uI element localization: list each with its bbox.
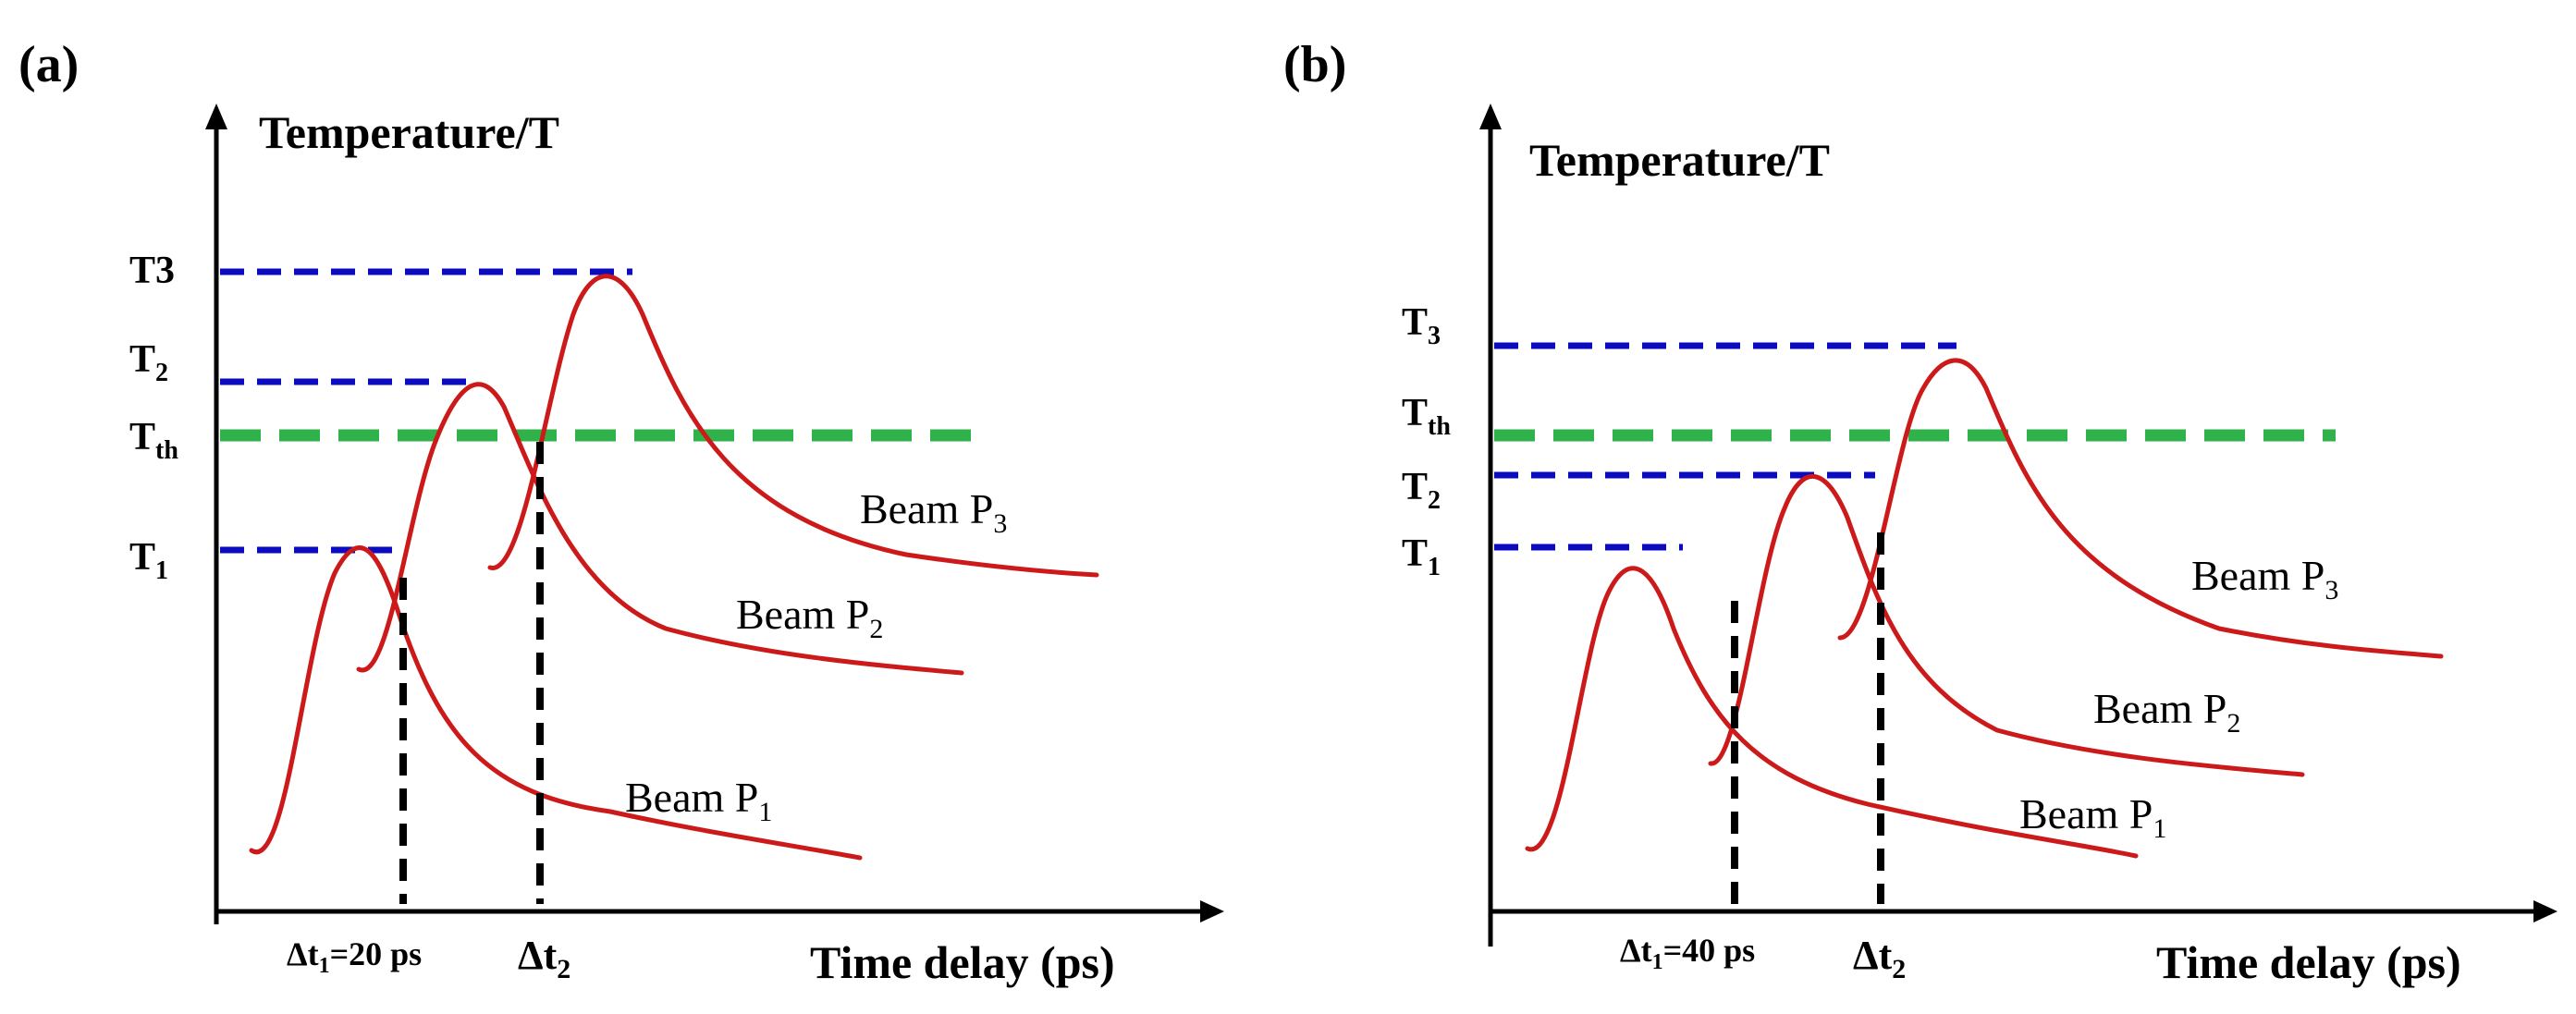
panel-a-x-axis-arrow	[1200, 900, 1224, 922]
panel-a: (a) Temperature/T Time delay (ps) T3 T2 …	[18, 36, 1224, 988]
panel-b-delay-1-label: Δt1=40 ps	[1620, 932, 1755, 974]
panel-b-curve-beam-p2	[1708, 474, 2305, 777]
panel-a-beam-p2-label: Beam P2	[736, 591, 883, 644]
panel-b-y-axis-label: Temperature/T	[1529, 134, 1830, 186]
panel-b-x-axis-arrow	[2533, 900, 2558, 922]
panel-b-curve-beam-p3	[1837, 358, 2444, 659]
panel-b: (b) Temperature/T Time delay (ps) T3 Tth…	[1283, 36, 2558, 988]
panel-b-level-t3-label: T3	[1402, 301, 1441, 350]
panel-b-curve-beam-p1	[1525, 566, 2139, 859]
panel-b-label: (b)	[1283, 36, 1346, 93]
panel-a-threshold-label: Tth	[129, 416, 178, 465]
panel-b-threshold-label: Tth	[1402, 392, 1451, 441]
panel-b-x-axis-label: Time delay (ps)	[2156, 936, 2461, 988]
panel-a-beam-p3-label: Beam P3	[860, 485, 1007, 539]
panel-a-curve-beam-p3	[487, 274, 1099, 578]
panel-b-delay-2-label: Δt2	[1853, 933, 1906, 984]
panel-a-y-axis-arrow	[205, 104, 227, 129]
panel-a-level-t2-label: T2	[129, 338, 168, 387]
panel-b-beam-p2-label: Beam P2	[2093, 685, 2240, 739]
panel-a-label: (a)	[18, 36, 79, 93]
panel-a-delay-1-label: Δt1=20 ps	[287, 935, 422, 978]
panel-a-level-t3-label: T3	[129, 250, 175, 292]
panel-b-beam-p3-label: Beam P3	[2191, 552, 2338, 605]
panel-a-x-axis-label: Time delay (ps)	[810, 936, 1115, 988]
panel-a-delay-2-label: Δt2	[518, 933, 570, 984]
panel-b-beam-p1-label: Beam P1	[2019, 790, 2166, 844]
panel-a-curve-beam-p2	[356, 382, 964, 676]
panel-a-beam-p1-label: Beam P1	[625, 774, 772, 827]
panel-a-level-t1-label: T1	[129, 536, 168, 585]
panel-a-y-axis-label: Temperature/T	[259, 106, 559, 158]
panel-b-level-t2-label: T2	[1402, 466, 1441, 515]
panel-b-level-t1-label: T1	[1402, 532, 1441, 581]
panel-b-y-axis-arrow	[1479, 104, 1502, 129]
